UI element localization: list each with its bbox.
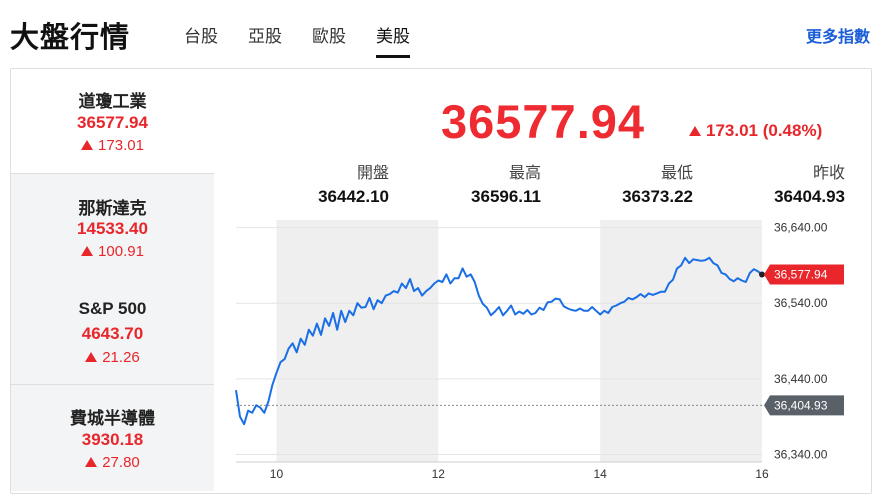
stat-label: 最高 [508,165,541,182]
index-sidebar: 道瓊工業 36577.94 173.01 那斯達克 14533.40 100.9… [11,69,214,493]
current-price-tag-bg [764,264,844,285]
divider [11,173,214,174]
x-tick-label: 16 [755,467,769,481]
prev-close-tag-label: 36,404.93 [774,398,828,412]
y-tick-label: 36,540.00 [774,296,828,310]
stat-label: 開盤 [356,165,389,182]
sidebar-item-change-wrap: 173.01 [11,137,214,154]
sidebar-item-change-wrap: 27.80 [11,454,214,471]
up-triangle-icon [81,246,94,256]
up-triangle-icon [85,457,98,467]
tab-taiwan[interactable]: 台股 [184,27,218,46]
stat-prev-close: 昨收 36404.93 [757,159,845,207]
x-tick-label: 14 [593,467,607,481]
stat-high: 最高 36596.11 [453,159,541,207]
prev-close-tag-bg [764,395,844,416]
session-shade [600,220,762,462]
current-price-tag-label: 36,577.94 [774,267,828,281]
main-change: 173.01 (0.48%) [689,121,822,141]
tab-us[interactable]: 美股 [376,22,410,58]
up-triangle-icon [81,140,94,150]
main-change-value: 173.01 (0.48%) [706,121,823,140]
market-tabs: 台股 亞股 歐股 美股 [184,22,440,58]
sidebar-item-price: 3930.18 [81,430,144,449]
sidebar-item-nasdaq[interactable]: 那斯達克 14533.40 100.91 [11,174,214,280]
stat-low: 最低 36373.22 [605,159,693,207]
sidebar-item-name: 那斯達克 [78,199,147,218]
y-tick-label: 36,640.00 [774,221,828,235]
tab-asia[interactable]: 亞股 [248,27,282,46]
stat-value: 36404.93 [774,187,845,206]
divider [11,384,214,385]
main-price: 36577.94 [441,95,646,148]
sidebar-item-change: 27.80 [102,454,140,471]
sidebar-item-name: 道瓊工業 [78,92,147,111]
top-bar: 大盤行情 台股 亞股 歐股 美股 更多指數 [0,0,879,62]
sidebar-item-change: 21.26 [102,349,140,366]
stat-open: 開盤 36442.10 [301,159,389,207]
sidebar-item-price: 14533.40 [77,219,148,238]
up-triangle-icon [689,126,701,136]
stat-value: 36596.11 [471,187,541,206]
current-point [759,271,765,278]
sidebar-item-change-wrap: 100.91 [11,243,214,260]
x-tick-label: 10 [270,467,284,481]
sidebar-item-sp500[interactable]: S&P 500 4643.70 21.26 [11,280,214,386]
tab-europe[interactable]: 歐股 [312,27,346,46]
sidebar-item-sox[interactable]: 費城半導體 3930.18 27.80 [11,385,214,491]
sidebar-item-price: 4643.70 [81,324,144,343]
y-tick-label: 36,340.00 [774,447,828,461]
sidebar-item-change-wrap: 21.26 [11,349,214,366]
sidebar-item-change: 100.91 [98,243,144,260]
sidebar-item-dow[interactable]: 道瓊工業 36577.94 173.01 [11,69,214,175]
market-card: 道瓊工業 36577.94 173.01 那斯達克 14533.40 100.9… [10,68,872,494]
stat-label: 最低 [660,165,693,182]
y-tick-label: 36,440.00 [774,372,828,386]
stat-label: 昨收 [812,165,845,182]
stat-value: 36442.10 [318,187,389,206]
sidebar-item-change: 173.01 [98,137,144,154]
x-tick-label: 12 [432,467,446,481]
sidebar-item-price: 36577.94 [77,113,148,132]
page-title: 大盤行情 [10,22,131,54]
price-line [235,256,763,426]
sidebar-item-name: 費城半導體 [70,409,155,428]
sidebar-item-name: S&P 500 [78,299,147,318]
more-indices-link[interactable]: 更多指數 [805,29,870,46]
stat-value: 36373.22 [622,187,693,206]
up-triangle-icon [85,352,98,362]
